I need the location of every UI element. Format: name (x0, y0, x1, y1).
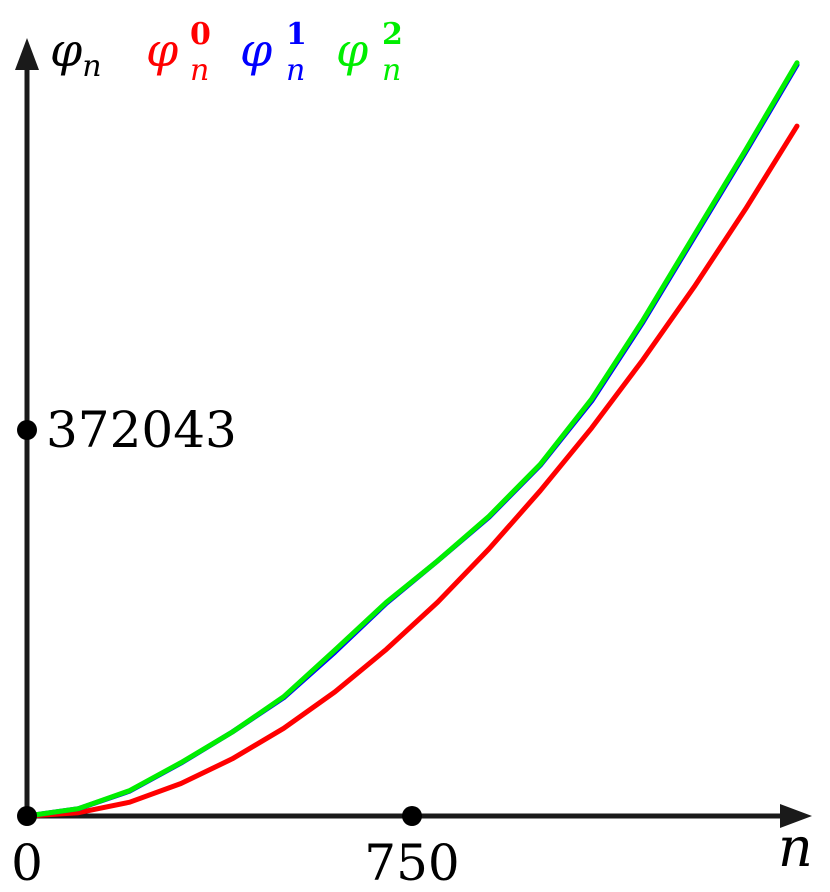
x-axis-arrow-icon (780, 804, 812, 828)
y-axis-arrow-icon (15, 38, 39, 70)
x-tick-dot-0 (17, 806, 37, 826)
legend-series-1: φ (240, 23, 273, 77)
legend-series-1-sub: n (286, 53, 305, 88)
legend-y-var: φn (50, 23, 102, 84)
legend-series-2-sub: n (382, 53, 401, 88)
legend-series-1-sup: 1 (286, 17, 307, 52)
legend: φn φ 0 n φ 1 n φ 2 n (50, 17, 403, 88)
y-tick-label-0: 372043 (46, 401, 237, 459)
x-tick-label-0: 0 (11, 834, 43, 892)
legend-series-0: φ (146, 23, 179, 77)
legend-series-0-sub: n (190, 53, 209, 88)
tick-layer: 0 750 372043 (11, 401, 460, 892)
series-layer (24, 60, 800, 819)
series-line-0 (24, 123, 800, 819)
series-line-2 (24, 60, 800, 819)
x-tick-label-1: 750 (364, 834, 459, 892)
x-axis-label: n (778, 816, 813, 879)
x-tick-dot-1 (402, 806, 422, 826)
y-tick-dot-0 (17, 420, 37, 440)
legend-series-2-sup: 2 (382, 17, 403, 52)
legend-series-0-sup: 0 (190, 17, 211, 52)
legend-series-2: φ (336, 23, 369, 77)
